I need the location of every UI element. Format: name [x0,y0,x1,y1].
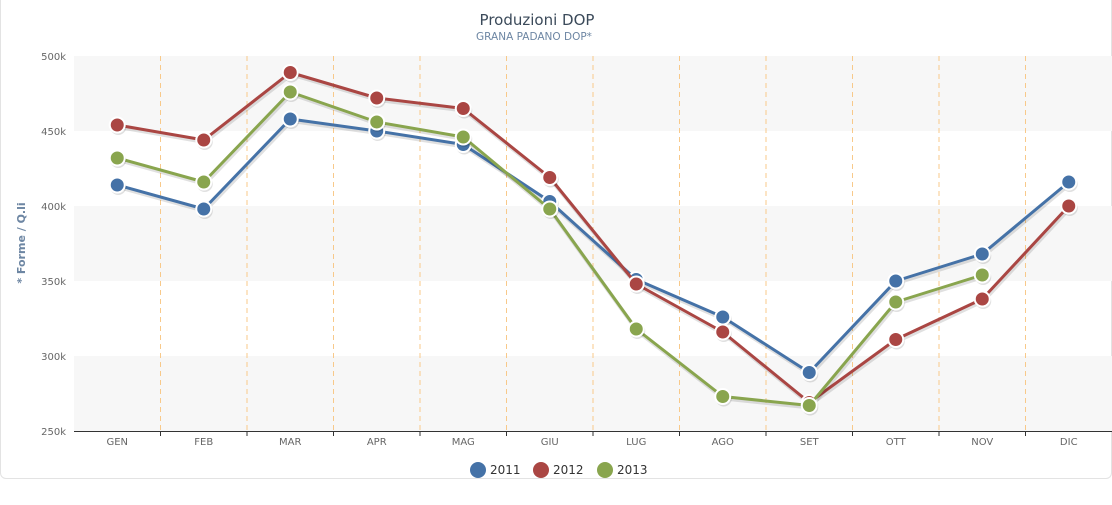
legend-label: 2011 [490,463,521,477]
x-tick-label: APR [367,437,387,448]
data-point [1060,197,1078,215]
data-point [454,100,472,117]
legend-marker [597,462,613,478]
data-point [108,176,126,194]
y-axis-label: * Forme / Q.li [15,202,28,283]
y-tick-label: 300k [41,352,66,363]
data-point [887,272,905,290]
legend-marker [470,462,486,478]
x-axis: GEN FEB MAR APR MAG GIU LUG AGO SET OTT NOV DIC [74,431,1112,448]
data-point [1060,173,1078,191]
y-tick-label: 500k [41,52,66,63]
y-tick-label: 400k [41,202,66,213]
data-point [887,331,905,348]
chart-subtitle: GRANA PADANO DOP* [476,31,592,43]
series-2011 [108,110,1078,383]
data-point [973,245,991,263]
data-point [195,131,213,149]
y-tick-label: 350k [41,277,66,288]
x-tick-label: GEN [106,437,128,448]
legend[interactable]: 2011 2012 2013 [470,462,648,478]
x-tick-label: GIU [541,437,559,448]
data-point [454,128,472,146]
legend-marker [533,462,549,478]
legend-item-2013[interactable]: 2013 [597,462,648,478]
legend-item-2012[interactable]: 2012 [533,462,584,478]
series-line [117,71,1070,404]
data-point [973,266,991,284]
y-tick-label: 450k [41,127,66,138]
x-tick-label: FEB [194,437,213,448]
data-point [108,149,126,167]
data-point [108,116,126,134]
series-2013 [108,83,992,416]
legend-item-2011[interactable]: 2011 [470,462,521,478]
data-point [627,320,645,338]
x-tick-label: MAG [452,437,475,448]
x-tick-label: OTT [886,437,907,448]
legend-label: 2012 [553,463,584,477]
data-point [541,169,559,186]
x-tick-label: AGO [712,437,734,448]
data-point [714,388,732,405]
data-point [281,83,299,101]
data-point [368,113,386,131]
x-tick-label: MAR [279,437,301,448]
y-tick-label: 250k [41,427,66,438]
legend-label: 2013 [617,463,648,477]
data-point [368,89,386,107]
data-point [281,64,299,81]
data-point [714,308,732,326]
data-point [195,200,213,218]
x-tick-label: NOV [971,437,993,448]
series-line [116,117,1070,374]
x-tick-label: SET [800,437,820,448]
x-tick-label: DIC [1060,437,1078,448]
x-tick-label: LUG [626,437,646,448]
data-point [281,110,299,128]
y-axis-ticks: 250k 300k 350k 400k 450k 500k [41,52,66,438]
data-point [800,397,818,414]
data-point [541,200,559,218]
series-group [108,64,1078,416]
chart-title: Produzioni DOP [480,11,595,29]
data-point [714,323,732,341]
data-point [887,293,905,311]
data-point [973,290,991,308]
data-point [627,275,645,293]
data-point [195,173,213,191]
data-point [800,364,818,381]
